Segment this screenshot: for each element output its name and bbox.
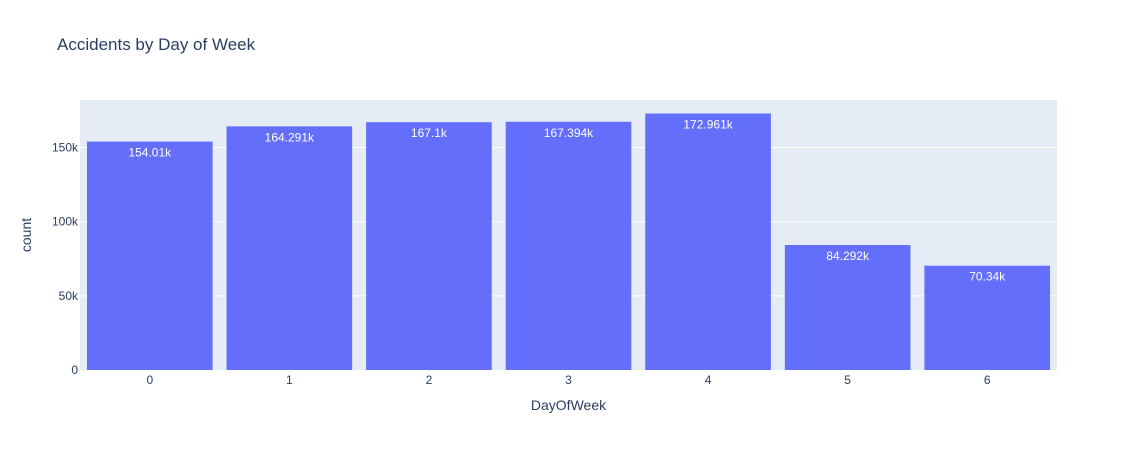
- bar-4: [645, 113, 771, 371]
- bar-0: [86, 141, 213, 370]
- data-label: 167.394k: [544, 126, 594, 140]
- x-tick-label: 2: [426, 373, 433, 387]
- y-tick-label: 100k: [52, 215, 79, 229]
- bar-2: [366, 122, 492, 371]
- chart-title: Accidents by Day of Week: [57, 35, 256, 54]
- bar-6: [924, 265, 1051, 370]
- data-label: 84.292k: [826, 249, 870, 263]
- y-tick-label: 150k: [52, 141, 79, 155]
- data-label: 154.01k: [128, 146, 172, 160]
- data-label: 172.961k: [683, 117, 733, 131]
- bars: [86, 113, 1051, 371]
- data-labels: 154.01k 164.291k 167.1k 167.394k 172.961k 84.…: [128, 117, 1006, 283]
- x-axis-title: DayOfWeek: [531, 397, 607, 413]
- x-axis-ticks: 0 1 2 3 4 5 6: [146, 373, 990, 387]
- x-tick-label: 3: [565, 373, 572, 387]
- x-tick-label: 6: [984, 373, 991, 387]
- y-axis-title: count: [18, 218, 34, 252]
- data-label: 167.1k: [411, 126, 448, 140]
- bar-3: [505, 121, 632, 370]
- bar-5: [784, 244, 911, 370]
- bar-1: [226, 126, 353, 370]
- x-tick-label: 4: [705, 373, 712, 387]
- y-tick-label: 50k: [59, 289, 79, 303]
- data-label: 70.34k: [969, 270, 1006, 284]
- x-tick-label: 0: [146, 373, 153, 387]
- data-label: 164.291k: [265, 130, 315, 144]
- y-tick-label: 0: [71, 363, 78, 377]
- x-tick-label: 5: [844, 373, 851, 387]
- x-tick-label: 1: [286, 373, 293, 387]
- y-axis-ticks: 0 50k 100k 150k: [52, 141, 79, 377]
